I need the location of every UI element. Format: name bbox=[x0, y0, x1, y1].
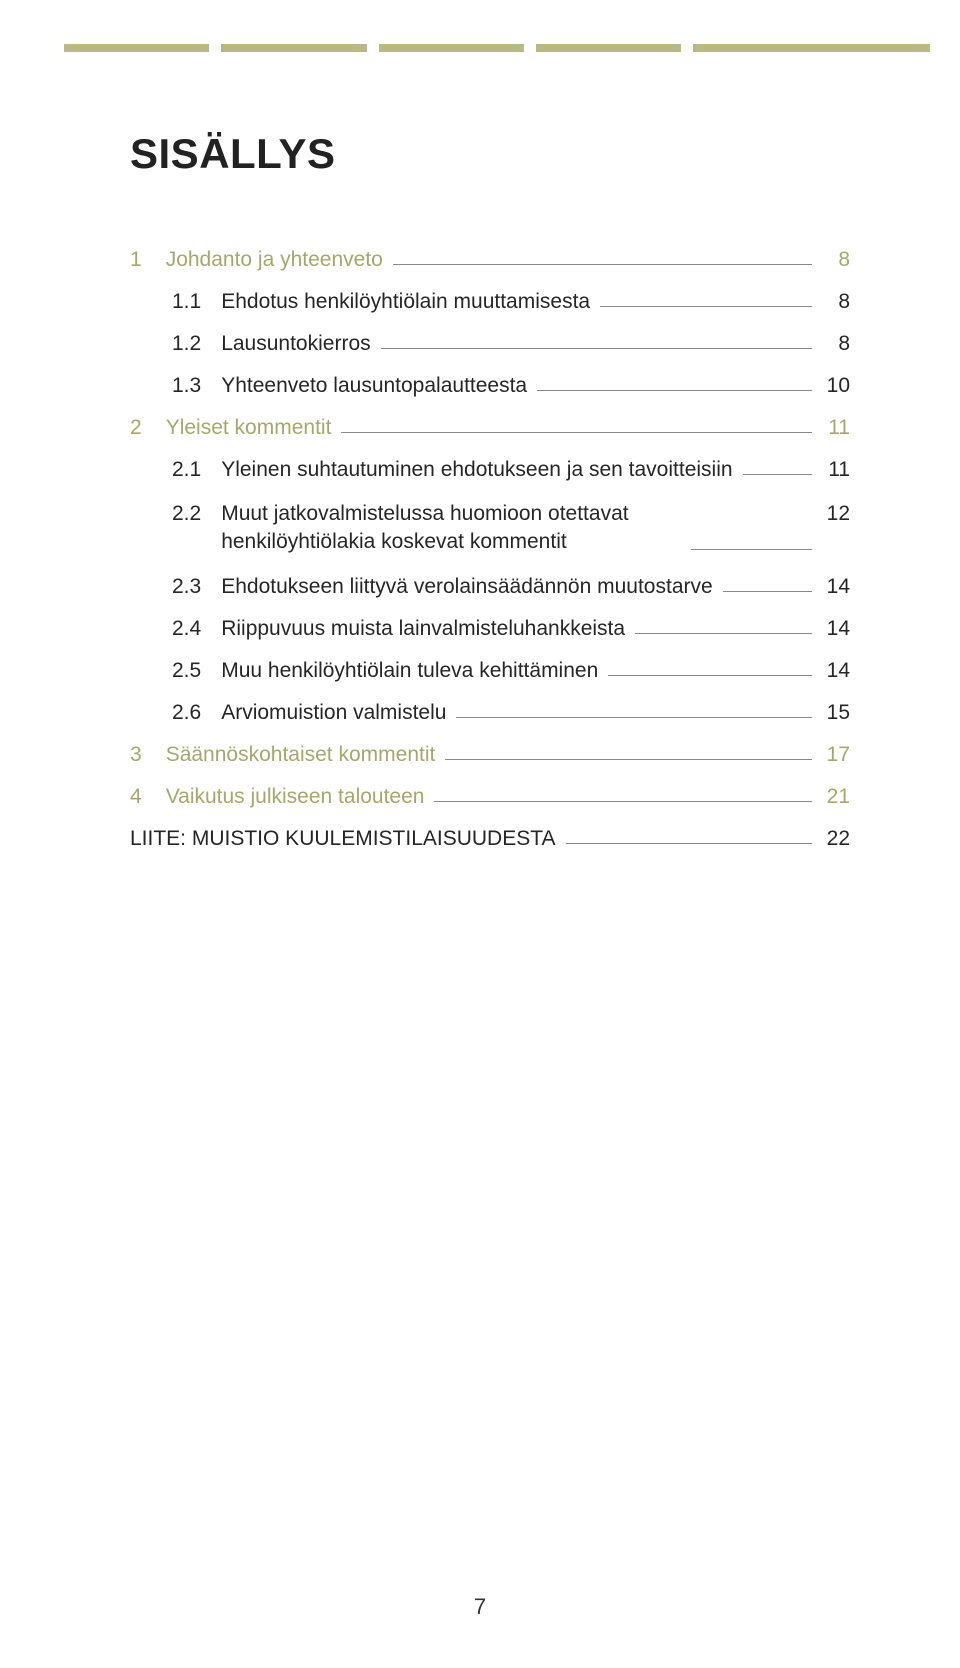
toc-entry-page: 12 bbox=[822, 502, 850, 526]
toc-entry-page: 10 bbox=[822, 374, 850, 398]
toc-entry-label: Säännöskohtaiset kommentit bbox=[166, 743, 436, 767]
toc-entry-label: Muu henkilöyhtiölain tuleva kehittäminen bbox=[221, 659, 598, 683]
page-number: 7 bbox=[0, 1594, 960, 1620]
accent-bar bbox=[536, 44, 681, 52]
toc-entry-page: 8 bbox=[822, 248, 850, 272]
toc-leader-line bbox=[381, 348, 812, 349]
toc-leader-line bbox=[434, 801, 812, 802]
toc-entry: 2.3 Ehdotukseen liittyvä verolainsäädännö… bbox=[130, 575, 850, 599]
toc-entry-number: 2.5 bbox=[172, 659, 201, 683]
toc-entry-label: Yhteenveto lausuntopalautteesta bbox=[221, 374, 527, 398]
toc-leader-line bbox=[635, 633, 812, 634]
toc-entry-page: 17 bbox=[822, 743, 850, 767]
toc-entry-number: 2.1 bbox=[172, 458, 201, 482]
toc-entry: 2.1 Yleinen suhtautuminen ehdotukseen ja … bbox=[130, 458, 850, 482]
toc-entry-page: 14 bbox=[822, 575, 850, 599]
toc-entry-label: Johdanto ja yhteenveto bbox=[166, 248, 383, 272]
toc-leader-line bbox=[723, 591, 812, 592]
toc-entry-page: 21 bbox=[822, 785, 850, 809]
toc-entry-label: Muut jatkovalmistelussa huomioon otettav… bbox=[221, 500, 681, 557]
accent-bar bbox=[693, 44, 930, 52]
toc-leader-line bbox=[456, 717, 812, 718]
toc-entry-number: 3 bbox=[130, 743, 142, 767]
toc-entry-label: Ehdotukseen liittyvä verolainsäädännön m… bbox=[221, 575, 712, 599]
toc-entry-label: Ehdotus henkilöyhtiölain muuttamisesta bbox=[221, 290, 590, 314]
toc-entry-label: Vaikutus julkiseen talouteen bbox=[166, 785, 425, 809]
toc-leader-line bbox=[537, 390, 812, 391]
toc-entry-label: Yleiset kommentit bbox=[166, 416, 332, 440]
toc-entry-number: 1.1 bbox=[172, 290, 201, 314]
toc-entry: 2.5 Muu henkilöyhtiölain tuleva kehittämi… bbox=[130, 659, 850, 683]
toc-leader-line bbox=[600, 306, 812, 307]
toc-entry-page: 8 bbox=[822, 290, 850, 314]
toc-entry: 3 Säännöskohtaiset kommentit 17 bbox=[130, 743, 850, 767]
toc-entry: 1.2 Lausuntokierros 8 bbox=[130, 332, 850, 356]
toc-entry-number: 1 bbox=[130, 248, 142, 272]
toc-entry: 1.3 Yhteenveto lausuntopalautteesta 10 bbox=[130, 374, 850, 398]
toc-leader-line bbox=[566, 843, 812, 844]
content-area: SISÄLLYS 1 Johdanto ja yhteenveto 8 1.1 Ehdo… bbox=[130, 130, 850, 869]
toc-entry-number: 1.2 bbox=[172, 332, 201, 356]
toc-leader-line bbox=[393, 264, 812, 265]
toc-entry: 2.2 Muut jatkovalmistelussa huomioon otet… bbox=[130, 500, 850, 557]
toc-entry-page: 14 bbox=[822, 617, 850, 641]
page: SISÄLLYS 1 Johdanto ja yhteenveto 8 1.1 Ehdo… bbox=[0, 0, 960, 1668]
toc-entry-number: 2.4 bbox=[172, 617, 201, 641]
toc-entry-label: Lausuntokierros bbox=[221, 332, 370, 356]
toc-entry-label: Yleinen suhtautuminen ehdotukseen ja sen… bbox=[221, 458, 732, 482]
toc-entry: 1.1 Ehdotus henkilöyhtiölain muuttamisest… bbox=[130, 290, 850, 314]
toc-entry-number: 2 bbox=[130, 416, 142, 440]
toc-entry: 1 Johdanto ja yhteenveto 8 bbox=[130, 248, 850, 272]
toc-entry: 2 Yleiset kommentit 11 bbox=[130, 416, 850, 440]
toc-entry-label: Riippuvuus muista lainvalmisteluhankkeis… bbox=[221, 617, 625, 641]
accent-bar bbox=[379, 44, 524, 52]
toc-entry-page: 14 bbox=[822, 659, 850, 683]
toc-entry-number: 2.3 bbox=[172, 575, 201, 599]
toc-entry-number: 1.3 bbox=[172, 374, 201, 398]
toc-entry-page: 15 bbox=[822, 701, 850, 725]
toc-leader-line bbox=[608, 675, 812, 676]
header-accent-bars bbox=[64, 44, 930, 52]
toc-entry-page: 11 bbox=[822, 416, 850, 440]
toc-entry: LIITE: MUISTIO KUULEMISTILAISUUDESTA 22 bbox=[130, 827, 850, 851]
accent-bar bbox=[221, 44, 366, 52]
accent-bar bbox=[64, 44, 209, 52]
toc-entry: 2.6 Arviomuistion valmistelu 15 bbox=[130, 701, 850, 725]
toc-entry-label: LIITE: MUISTIO KUULEMISTILAISUUDESTA bbox=[130, 827, 556, 851]
toc-entry-page: 8 bbox=[822, 332, 850, 356]
toc-entry: 2.4 Riippuvuus muista lainvalmisteluhankk… bbox=[130, 617, 850, 641]
toc-entry: 4 Vaikutus julkiseen talouteen 21 bbox=[130, 785, 850, 809]
toc-entry-page: 22 bbox=[822, 827, 850, 851]
toc-leader-line bbox=[341, 432, 812, 433]
toc-entry-number: 2.6 bbox=[172, 701, 201, 725]
toc-entry-label: Arviomuistion valmistelu bbox=[221, 701, 446, 725]
toc-entry-page: 11 bbox=[822, 458, 850, 482]
page-title: SISÄLLYS bbox=[130, 130, 850, 178]
toc-leader-line bbox=[445, 759, 812, 760]
toc-leader-line bbox=[743, 474, 812, 475]
toc-entry-number: 2.2 bbox=[172, 502, 201, 526]
toc-leader-line bbox=[691, 549, 812, 550]
table-of-contents: 1 Johdanto ja yhteenveto 8 1.1 Ehdotus henki… bbox=[130, 248, 850, 851]
toc-entry-number: 4 bbox=[130, 785, 142, 809]
